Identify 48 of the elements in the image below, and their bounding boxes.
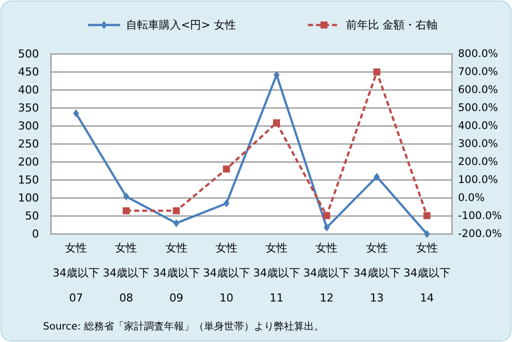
x-tick-label: 女性 34歳以下 09 [152,242,200,304]
source-note: Source: 総務省「家計調査年報」（単身世帯）より弊社算出。 [43,320,324,332]
y-tick-label: 150 [18,174,39,186]
point [423,212,430,220]
point [123,192,130,201]
x-tick-label: 女性 34歳以下 08 [102,242,150,304]
y-tick-label: 300 [18,120,39,132]
x-tick-label: 女性 34歳以下 11 [253,242,300,304]
point [373,68,380,76]
point [323,212,330,220]
y2-tick-label: 600.0% [458,84,498,96]
y2-tick-label: 400.0% [458,120,498,132]
y2-tick-label: 700.0% [458,66,498,78]
y2-tick-label: 300.0% [458,138,498,150]
y2-tick-label: 100.0% [458,174,498,186]
y2-tick-label: 500.0% [458,102,498,114]
x-tick-label: 女性 34歳以下 13 [353,242,400,304]
point [222,166,230,173]
x-tick-label: 女性 34歳以下 12 [303,242,350,304]
y2-tick-label: -100.0% [458,210,502,222]
x-tick-label: 女性 34歳以下 10 [202,242,250,304]
point [274,70,280,79]
x-tick-label: 女性 34歳以下 14 [403,242,450,304]
y-tick-label: 350 [18,102,39,114]
point [273,119,280,126]
y-tick-label: 450 [18,66,39,78]
y-tick-label: 250 [18,138,39,150]
y2-tick-label: -200.0% [458,228,502,240]
point [173,219,180,228]
y2-tick-label: 800.0% [458,48,498,60]
y-tick-label: 0 [32,228,39,240]
y-tick-label: 200 [18,156,39,168]
point [374,172,380,181]
y2-tick-label: 200.0% [458,156,498,168]
legend-label: 自転車購入<円> 女性 [126,18,236,32]
y-tick-label: 50 [25,210,39,222]
y2-tick-label: 0.0% [458,192,485,204]
y-tick-label: 400 [18,84,39,96]
point [324,224,330,232]
y-tick-label: 100 [18,192,39,204]
x-tick-label: 女性 34歳以下 07 [52,242,100,304]
point [172,207,180,214]
point [122,207,130,214]
point [223,199,230,208]
point [73,109,80,118]
y-tick-label: 500 [18,48,39,60]
legend-label: 前年比 金額・右軸 [346,18,438,32]
point [424,230,430,238]
